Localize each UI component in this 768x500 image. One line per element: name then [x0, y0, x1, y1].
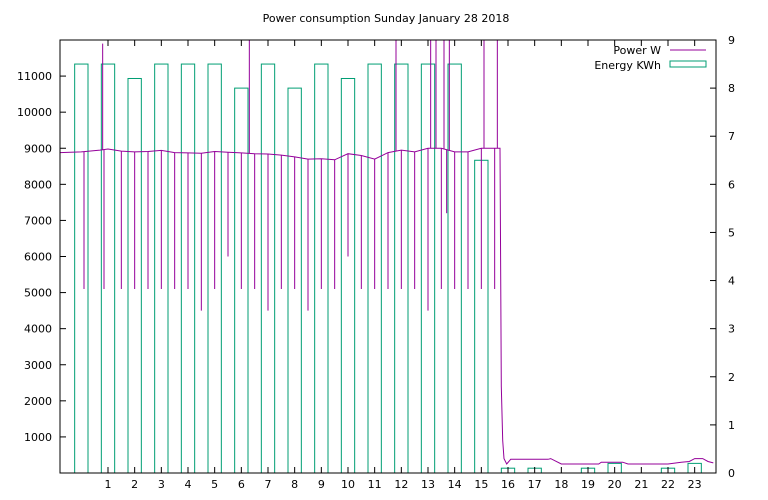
x-tick-label-3: 3	[158, 478, 165, 491]
y-left-tick-label-3000: 3000	[24, 359, 52, 372]
x-tick-label-12: 12	[394, 478, 408, 491]
x-tick-label-15: 15	[474, 478, 488, 491]
axes: 1 2 3 4 5 6 7 8 9 10 11 12 13 14 15 16 17 18 19 20 21 22 23100…	[17, 34, 735, 491]
x-tick-label-17: 17	[528, 478, 542, 491]
y-left-tick-label-1000: 1000	[24, 431, 52, 444]
x-tick-label-1: 1	[105, 478, 112, 491]
x-tick-label-21: 21	[634, 478, 648, 491]
x-tick-label-6: 6	[238, 478, 245, 491]
y-left-tick-label-2000: 2000	[24, 395, 52, 408]
y-left-tick-label-4000: 4000	[24, 323, 52, 336]
power-line	[59, 147, 714, 465]
y-right-tick-label-8: 8	[728, 82, 735, 95]
legend-label-energy: Energy KWh	[594, 59, 661, 72]
y-left-tick-label-7000: 7000	[24, 214, 52, 227]
x-tick-label-20: 20	[608, 478, 622, 491]
y-left-tick-label-9000: 9000	[24, 142, 52, 155]
x-tick-label-9: 9	[318, 478, 325, 491]
power-series	[59, 40, 714, 465]
y-left-tick-label-11000: 11000	[17, 70, 52, 83]
y-right-tick-label-9: 9	[728, 34, 735, 47]
legend: Power W Energy KWh	[594, 44, 707, 72]
y-right-tick-label-6: 6	[728, 178, 735, 191]
x-tick-label-7: 7	[265, 478, 272, 491]
x-tick-label-19: 19	[581, 478, 595, 491]
energy-bar-10	[340, 77, 356, 474]
y-right-tick-label-7: 7	[728, 130, 735, 143]
legend-label-power: Power W	[613, 44, 661, 57]
x-tick-label-4: 4	[185, 478, 192, 491]
y-right-tick-label-0: 0	[728, 467, 735, 480]
x-tick-label-11: 11	[368, 478, 382, 491]
legend-sample-energy	[669, 60, 707, 68]
x-tick-label-18: 18	[554, 478, 568, 491]
y-right-tick-label-5: 5	[728, 226, 735, 239]
x-tick-label-8: 8	[291, 478, 298, 491]
y-right-tick-label-4: 4	[728, 275, 735, 288]
x-tick-label-16: 16	[501, 478, 515, 491]
y-right-tick-label-2: 2	[728, 371, 735, 384]
x-tick-label-2: 2	[131, 478, 138, 491]
chart-title: Power consumption Sunday January 28 2018	[263, 12, 510, 25]
x-tick-label-14: 14	[448, 478, 462, 491]
y-left-tick-label-8000: 8000	[24, 178, 52, 191]
x-tick-label-5: 5	[211, 478, 218, 491]
x-tick-label-13: 13	[421, 478, 435, 491]
energy-bar-0	[74, 63, 89, 474]
y-right-tick-label-1: 1	[728, 419, 735, 432]
y-left-tick-label-6000: 6000	[24, 251, 52, 264]
x-tick-label-23: 23	[688, 478, 702, 491]
y-right-tick-label-3: 3	[728, 323, 735, 336]
energy-bar-1	[100, 63, 116, 474]
y-left-tick-label-5000: 5000	[24, 287, 52, 300]
x-tick-label-10: 10	[341, 478, 355, 491]
x-tick-label-22: 22	[661, 478, 675, 491]
y-left-tick-label-10000: 10000	[17, 106, 52, 119]
